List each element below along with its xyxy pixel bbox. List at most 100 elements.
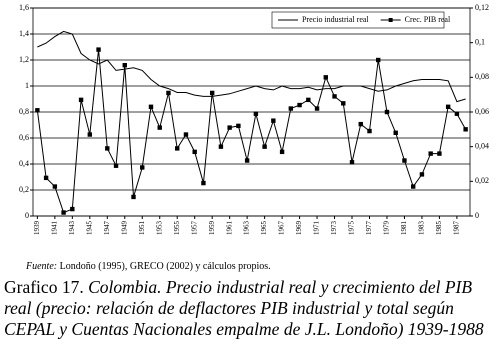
legend-box — [271, 11, 445, 29]
point-marker — [349, 160, 355, 165]
point-marker — [367, 128, 372, 134]
point-marker — [454, 111, 460, 116]
x-tick-label: 1943 — [68, 221, 76, 236]
point-marker — [437, 151, 442, 156]
y-tick-label: 1,4 — [19, 29, 29, 38]
legend-marker — [388, 18, 393, 22]
x-tick-label: 1977 — [365, 221, 373, 236]
y-tick-label: 0,8 — [19, 107, 29, 116]
x-tick-label: 1963 — [243, 221, 251, 236]
x-tick-label: 1981 — [400, 221, 408, 236]
y2-tick-label: 0,04 — [475, 141, 489, 150]
point-marker — [463, 127, 468, 132]
point-marker — [70, 206, 75, 212]
x-tick-label: 1967 — [278, 221, 286, 236]
point-marker — [201, 180, 206, 186]
y-tick-label: 1,6 — [19, 3, 29, 12]
x-tick-label: 1957 — [190, 221, 198, 236]
y2-tick-label: 0,1 — [475, 37, 485, 46]
y-tick-label: 0,4 — [19, 159, 29, 168]
x-tick-label: 1979 — [383, 221, 391, 236]
y2-tick-label: 0,12 — [475, 3, 489, 12]
point-marker — [323, 75, 328, 80]
point-marker — [341, 101, 346, 106]
point-marker — [253, 111, 259, 116]
point-marker — [175, 146, 180, 151]
x-tick-label: 1955 — [173, 221, 181, 236]
plot-frame — [32, 7, 471, 217]
x-tick-label: 1951 — [138, 221, 146, 236]
point-marker — [419, 172, 425, 177]
x-tick-label: 1971 — [313, 221, 321, 236]
caption: Grafico 17. Colombia. Precio industrial … — [4, 277, 500, 340]
x-tick-label: 1973 — [330, 221, 338, 236]
series-line — [37, 30, 466, 103]
x-tick-label: 1945 — [85, 221, 93, 236]
chart: 0 0,2 0,4 0,6 0,8 1 1,2 1,4 1,6 0 0,02 0,04 0,06 0,08… — [19, 3, 489, 236]
x-tick-label: 1965 — [260, 221, 268, 236]
point-marker — [445, 104, 451, 109]
point-marker — [297, 102, 302, 108]
y-tick-label: 1 — [25, 81, 29, 90]
point-marker — [166, 90, 171, 96]
x-tick-label: 1959 — [208, 221, 216, 236]
x-tick-label: 1983 — [418, 221, 426, 236]
source-text: Londoño (1995), GRECO (2002) y cálculos … — [59, 261, 271, 272]
y-tick-label: 1,2 — [19, 55, 29, 64]
point-marker — [87, 132, 93, 137]
y2-tick-label: 0,02 — [475, 176, 489, 185]
point-marker — [279, 149, 285, 155]
point-marker — [393, 130, 398, 135]
source: Fuente: Londoño (1995), GRECO (2002) y c… — [26, 261, 271, 272]
point-marker — [428, 151, 433, 156]
point-marker — [140, 165, 145, 170]
point-marker — [227, 125, 232, 130]
caption-label: Grafico 17. — [4, 277, 84, 297]
y-tick-label: 0,6 — [19, 133, 29, 142]
point-marker — [262, 144, 267, 149]
point-marker — [113, 163, 119, 168]
point-marker — [192, 149, 197, 155]
y2-tick-label: 0,08 — [475, 72, 489, 81]
y2-tick-label: 0 — [475, 211, 479, 220]
point-marker — [122, 63, 127, 68]
x-tick-label: 1953 — [155, 221, 163, 236]
point-marker — [96, 47, 101, 52]
legend-label: Crec. PIB real — [405, 15, 451, 24]
y-tick-label: 0 — [25, 211, 29, 220]
point-marker — [35, 108, 40, 113]
point-marker — [358, 121, 363, 127]
point-marker — [209, 90, 215, 96]
x-tick-label: 1947 — [103, 221, 111, 236]
point-marker — [384, 109, 390, 115]
point-marker — [157, 125, 162, 130]
source-label: Fuente: — [26, 261, 58, 272]
point-marker — [376, 57, 381, 63]
x-tick-label: 1969 — [295, 221, 303, 236]
point-marker — [288, 106, 294, 111]
series-line — [36, 49, 467, 214]
x-tick-label: 1941 — [50, 221, 58, 236]
y2-tick-label: 0,06 — [475, 107, 489, 116]
point-marker — [52, 184, 58, 189]
point-marker — [148, 104, 154, 109]
point-marker — [105, 146, 110, 151]
point-marker — [183, 132, 189, 137]
point-marker — [218, 144, 224, 149]
point-marker — [43, 175, 49, 181]
point-marker — [61, 210, 66, 215]
x-tick-label: 1985 — [435, 221, 443, 236]
x-tick-label: 1975 — [348, 221, 356, 236]
point-marker — [236, 123, 241, 129]
point-marker — [244, 158, 250, 163]
point-marker — [332, 94, 337, 99]
point-marker — [410, 184, 416, 189]
x-tick-label: 1939 — [33, 221, 41, 236]
x-tick-label: 1949 — [120, 221, 128, 236]
legend-label: Precio industrial real — [302, 15, 369, 24]
y-tick-label: 0,2 — [19, 185, 29, 194]
point-marker — [271, 118, 276, 123]
point-marker — [314, 106, 320, 111]
x-tick-label: 1961 — [225, 221, 233, 236]
